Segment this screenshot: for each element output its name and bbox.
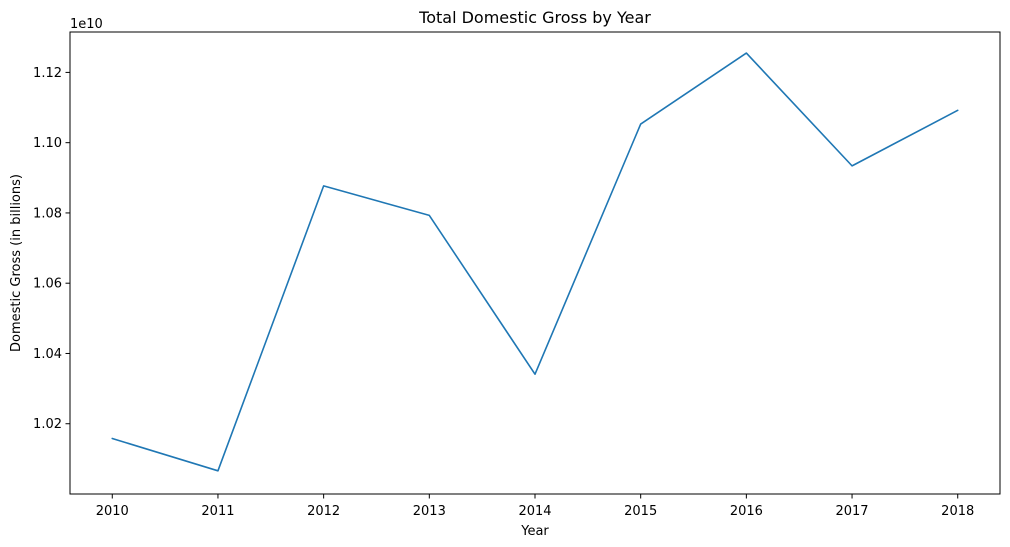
y-tick-label: 1.08 [33, 206, 62, 221]
x-axis-label: Year [520, 524, 549, 539]
x-tick-label: 2018 [941, 504, 974, 519]
x-tick-label: 2012 [307, 504, 340, 519]
y-tick-label: 1.06 [33, 277, 62, 292]
x-tick-label: 2011 [201, 504, 234, 519]
x-tick-label: 2015 [624, 504, 657, 519]
x-tick-label: 2016 [730, 504, 763, 519]
y-tick-label: 1.10 [33, 136, 62, 151]
plot-frame [69, 31, 1001, 495]
series-line-0 [111, 52, 959, 472]
x-tick-label: 2017 [835, 504, 868, 519]
y-axis-label: Domestic Gross (in billions) [9, 174, 24, 352]
chart-title: Total Domestic Gross by Year [418, 8, 651, 27]
y-offset-text: 1e10 [70, 17, 103, 32]
x-tick-label: 2010 [96, 504, 129, 519]
y-tick-label: 1.02 [33, 417, 62, 432]
plot-area: 2010 2011 2012 2013 2014 2015 2016 2017 2018 1.02… [33, 31, 1001, 519]
x-tick-label: 2013 [413, 504, 446, 519]
y-tick-label: 1.04 [33, 347, 62, 362]
y-tick-label: 1.12 [33, 66, 62, 81]
x-tick-label: 2014 [518, 504, 551, 519]
